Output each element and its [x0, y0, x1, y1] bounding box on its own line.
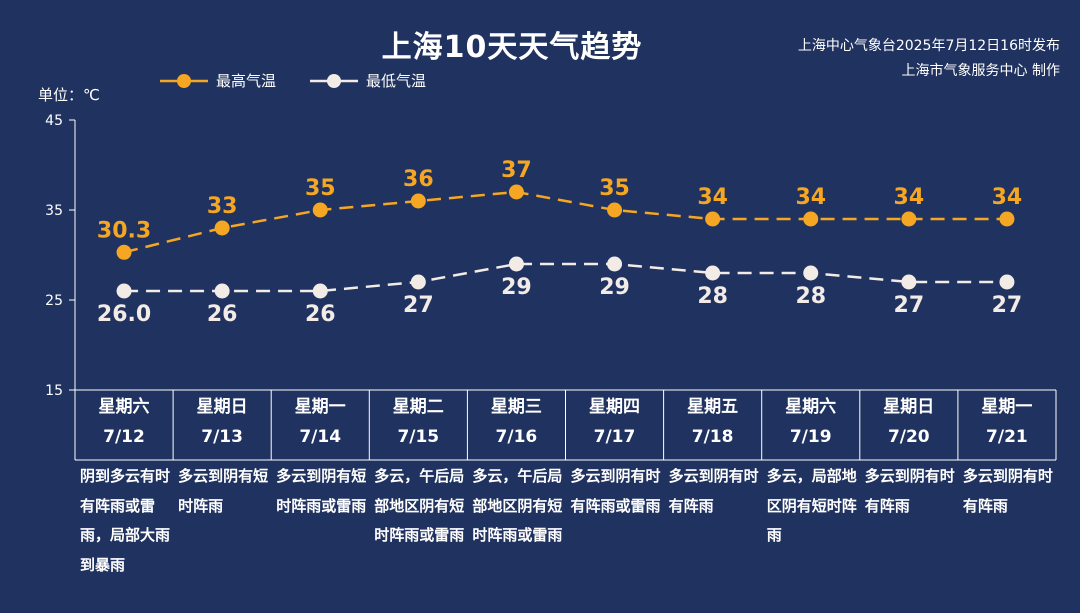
series-low-point [214, 283, 230, 299]
y-tick-label: 35 [45, 203, 63, 219]
series-low-point [901, 274, 917, 290]
legend-item-low[interactable]: 最低气温 [310, 70, 426, 91]
series-high-data-label: 34 [697, 185, 728, 210]
series-low-point [312, 283, 328, 299]
series-high-data-label: 34 [894, 185, 925, 210]
series-low-data-label: 27 [992, 293, 1023, 318]
series-low-data-label: 26 [305, 302, 336, 327]
date-label: 7/19 [789, 427, 832, 447]
day-cell: 星期一 7/21 [958, 392, 1056, 452]
y-tick-label: 15 [45, 383, 63, 399]
weekday-label: 星期二 [392, 397, 444, 417]
weekday-label: 星期六 [785, 397, 837, 417]
series-high-data-label: 34 [992, 185, 1023, 210]
series-high-point [214, 220, 230, 236]
publisher-info: 上海中心气象台2025年7月12日16时发布 上海市气象服务中心 制作 [798, 34, 1060, 84]
day-cell: 星期六 7/12 [75, 392, 173, 452]
series-high-data-label: 35 [599, 176, 630, 201]
day-cell: 星期四 7/17 [566, 392, 664, 452]
series-high-point [410, 193, 426, 209]
series-high-line [123, 190, 1007, 254]
series-high-point [901, 211, 917, 227]
series-high-data-label: 36 [403, 167, 434, 192]
legend-high-line-icon [160, 73, 208, 88]
series-high-point [312, 202, 328, 218]
weather-description: 多云，午后局部地区阴有短时阵雨或雷雨 [472, 467, 563, 544]
series-high-point [705, 211, 721, 227]
series-low-data-label: 27 [894, 293, 925, 318]
date-label: 7/21 [986, 427, 1028, 447]
weather-description: 多云，午后局部地区阴有短时阵雨或雷雨 [374, 467, 465, 544]
series-high-data-label: 35 [305, 176, 336, 201]
series-high-data-label: 37 [501, 158, 532, 183]
day-cell: 星期日 7/20 [860, 392, 958, 452]
date-label: 7/14 [299, 427, 342, 447]
weekday-label: 星期五 [687, 397, 739, 417]
series-low-data-label: 28 [795, 284, 826, 309]
series-high-point [116, 244, 132, 260]
weather-description: 多云，局部地区阴有短时阵雨 [766, 467, 857, 544]
weekday-label: 星期一 [981, 397, 1033, 417]
weekday-label: 星期日 [196, 397, 248, 417]
date-label: 7/12 [103, 427, 145, 447]
day-cell: 星期六 7/19 [762, 392, 860, 452]
legend-high-label: 最高气温 [216, 72, 277, 90]
series-high-point [999, 211, 1015, 227]
legend-low-label: 最低气温 [366, 72, 427, 90]
weather-description: 多云到阴有时有阵雨 [962, 467, 1053, 515]
weather-description: 多云到阴有短时阵雨 [178, 467, 269, 515]
date-label: 7/15 [397, 427, 440, 447]
series-low-data-label: 28 [697, 284, 728, 309]
weather-description: 多云到阴有时有阵雨 [668, 467, 759, 515]
day-cell: 星期三 7/16 [467, 392, 565, 452]
series-high-data-label: 34 [795, 185, 826, 210]
series-low-data-label: 29 [599, 275, 630, 300]
y-tick-label: 25 [45, 293, 63, 309]
weather-description: 多云到阴有时有阵雨或雷雨 [570, 467, 661, 515]
day-cell: 星期二 7/15 [369, 392, 467, 452]
series-low-data-label: 26.0 [97, 302, 151, 327]
series-high-data-label: 30.3 [97, 218, 151, 243]
publisher-line-1: 上海中心气象台2025年7月12日16时发布 [797, 38, 1060, 54]
y-tick-label: 45 [45, 113, 63, 129]
weather-description: 多云到阴有短时阵雨或雷雨 [276, 467, 367, 515]
weekday-label: 星期一 [294, 397, 346, 417]
series-low-point [705, 265, 721, 281]
date-label: 7/13 [201, 427, 243, 447]
publisher-line-2: 上海市气象服务中心 制作 [901, 63, 1060, 79]
series-high-data-label: 33 [207, 194, 238, 219]
series-high-point [607, 202, 623, 218]
weekday-label: 星期三 [490, 397, 542, 417]
chart-title: 上海10天天气趋势 [381, 30, 643, 65]
date-label: 7/18 [691, 427, 734, 447]
series-high-point [803, 211, 819, 227]
series-low-point [116, 283, 132, 299]
day-cell: 星期五 7/18 [664, 392, 762, 452]
series-low-point [803, 265, 819, 281]
weather-description: 阴到多云有时有阵雨或雷雨，局部大雨到暴雨 [80, 467, 171, 574]
date-label: 7/17 [593, 427, 636, 447]
series-low-data-label: 26 [207, 302, 238, 327]
series-low-line [124, 262, 1007, 293]
date-label: 7/16 [495, 427, 538, 447]
legend-item-high[interactable]: 最高气温 [160, 70, 276, 91]
legend-low-line-icon [310, 73, 358, 88]
weekday-label: 星期日 [883, 397, 935, 417]
series-low-point [508, 256, 524, 272]
weekday-label: 星期六 [98, 397, 150, 417]
series-low-data-label: 29 [501, 275, 532, 300]
weekday-label: 星期四 [589, 397, 640, 417]
day-cell: 星期日 7/13 [173, 392, 271, 452]
unit-label: 单位：℃ [38, 86, 100, 104]
series-high-point [508, 184, 524, 200]
date-label: 7/20 [887, 427, 930, 447]
series-low-point [607, 256, 623, 272]
series-low-point [410, 274, 426, 290]
series-low-data-label: 27 [403, 293, 434, 318]
weather-description: 多云到阴有时有阵雨 [864, 467, 955, 515]
series-low-point [999, 274, 1015, 290]
day-cell: 星期一 7/14 [271, 392, 369, 452]
